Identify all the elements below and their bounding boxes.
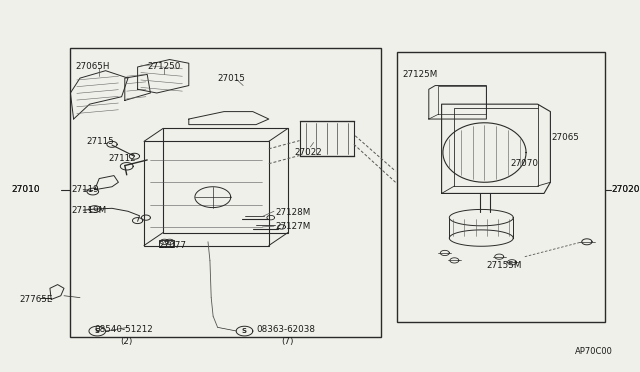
Text: 27070: 27070 xyxy=(511,159,539,168)
Text: 27125M: 27125M xyxy=(402,70,437,79)
Text: 27010: 27010 xyxy=(12,185,40,194)
Text: 27065: 27065 xyxy=(552,133,580,142)
Text: 271250: 271250 xyxy=(147,62,180,71)
Text: 27010: 27010 xyxy=(12,185,40,194)
Bar xyxy=(163,128,288,232)
Text: 27119: 27119 xyxy=(72,185,99,194)
Text: 27077: 27077 xyxy=(159,241,187,250)
Bar xyxy=(144,141,269,246)
Text: 27022: 27022 xyxy=(294,148,322,157)
Text: 27112: 27112 xyxy=(109,154,136,163)
Text: 27128M: 27128M xyxy=(275,208,310,217)
Bar xyxy=(70,48,381,337)
Text: 08540-51212: 08540-51212 xyxy=(95,325,154,334)
Bar xyxy=(159,240,174,247)
Text: S: S xyxy=(95,328,100,334)
Text: (2): (2) xyxy=(120,337,132,346)
Text: 27115: 27115 xyxy=(86,137,114,146)
Text: (7): (7) xyxy=(282,337,294,346)
Text: 08363-62038: 08363-62038 xyxy=(256,325,315,334)
Text: AP70C00: AP70C00 xyxy=(575,347,613,356)
Text: 27155M: 27155M xyxy=(486,262,522,270)
Text: 27765E: 27765E xyxy=(19,295,52,304)
Text: 27020: 27020 xyxy=(611,185,640,194)
Text: 27119M: 27119M xyxy=(72,206,107,215)
Text: 27127M: 27127M xyxy=(275,222,310,231)
Bar xyxy=(397,52,605,322)
Text: 27015: 27015 xyxy=(218,74,246,83)
Text: S: S xyxy=(242,328,247,334)
Text: 27020: 27020 xyxy=(611,185,640,194)
Text: 27065H: 27065H xyxy=(76,62,110,71)
Bar xyxy=(300,121,354,156)
